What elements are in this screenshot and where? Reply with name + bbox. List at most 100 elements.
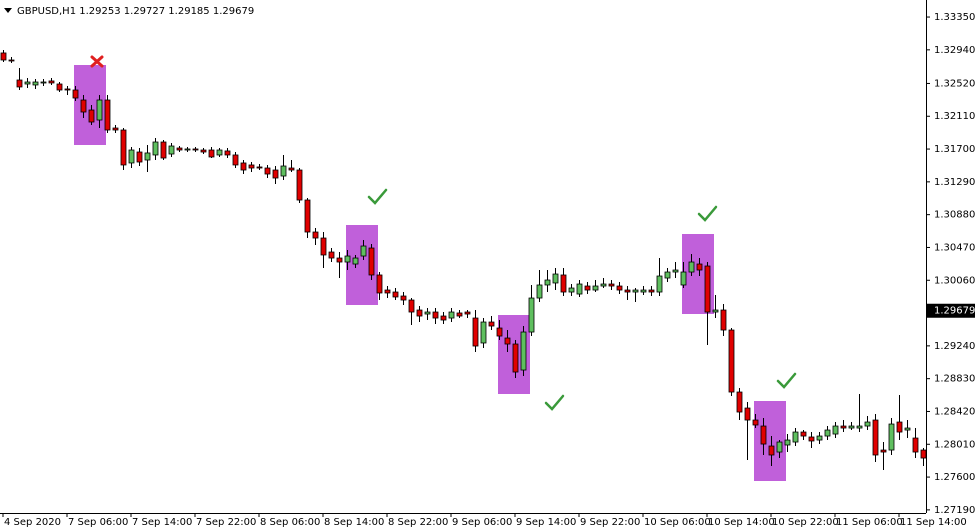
candle-body bbox=[448, 311, 455, 319]
candle-body bbox=[552, 273, 559, 284]
candle-body bbox=[120, 129, 127, 166]
x-tick-label: 10 Sep 14:00 bbox=[708, 517, 775, 528]
candle-body bbox=[744, 407, 751, 421]
candle-body bbox=[64, 88, 71, 91]
candle-body bbox=[80, 99, 87, 113]
y-tick-label: 1.32520 bbox=[934, 78, 975, 89]
candle-body bbox=[456, 312, 463, 317]
x-tick-label: 10 Sep 06:00 bbox=[644, 517, 711, 528]
candles bbox=[0, 50, 927, 471]
candle-body bbox=[184, 148, 191, 151]
candle-body bbox=[384, 289, 391, 294]
candle-body bbox=[584, 285, 591, 291]
y-tick-label: 1.28010 bbox=[934, 439, 975, 450]
x-tick-label: 7 Sep 22:00 bbox=[196, 517, 256, 528]
candle-body bbox=[832, 425, 839, 435]
candle-body bbox=[696, 263, 703, 271]
candle-body bbox=[520, 331, 527, 371]
candle-body bbox=[480, 321, 487, 344]
candle-body bbox=[88, 109, 95, 123]
candle-body bbox=[336, 257, 343, 263]
candle-body bbox=[528, 297, 535, 333]
x-tick-label: 9 Sep 14:00 bbox=[516, 517, 576, 528]
candle-body bbox=[248, 164, 255, 169]
last-price-box bbox=[927, 303, 975, 318]
candle-body bbox=[664, 271, 671, 279]
y-tick-label: 1.29240 bbox=[934, 341, 975, 352]
candle-body bbox=[168, 145, 175, 155]
candle-body bbox=[568, 287, 575, 293]
candle-body bbox=[96, 99, 103, 121]
candle-body bbox=[776, 441, 783, 453]
candle-body bbox=[712, 309, 719, 313]
menu-triangle bbox=[4, 8, 12, 13]
candle-body bbox=[840, 425, 847, 429]
candle-body bbox=[392, 291, 399, 298]
candle-body bbox=[632, 289, 639, 293]
candle-body bbox=[888, 423, 895, 451]
candle-body bbox=[672, 269, 679, 273]
candle-body bbox=[232, 154, 239, 166]
candle-body bbox=[752, 419, 759, 426]
candle-body bbox=[368, 247, 375, 276]
candle-body bbox=[296, 169, 303, 201]
y-tick-label: 1.31700 bbox=[934, 144, 975, 155]
candle-body bbox=[848, 425, 855, 429]
candle-body bbox=[824, 429, 831, 437]
signs bbox=[90, 55, 797, 411]
candle-body bbox=[472, 317, 479, 347]
y-tick-label: 1.27190 bbox=[934, 505, 975, 516]
check-mark bbox=[697, 205, 718, 222]
x-tick-label: 4 Sep 2020 bbox=[4, 517, 61, 528]
candle-body bbox=[208, 149, 215, 158]
candle-body bbox=[344, 255, 351, 263]
candle-body bbox=[608, 283, 615, 287]
candle-body bbox=[464, 311, 471, 315]
candle-body bbox=[736, 391, 743, 413]
y-tick-label: 1.32940 bbox=[934, 45, 975, 56]
candle-body bbox=[432, 311, 439, 319]
candle-body bbox=[424, 311, 431, 315]
candle-body bbox=[264, 167, 271, 175]
candle-body bbox=[216, 149, 223, 156]
candle-body bbox=[48, 80, 55, 84]
candle-body bbox=[192, 148, 199, 151]
candle-body bbox=[816, 435, 823, 441]
candle-body bbox=[864, 421, 871, 427]
candle-body bbox=[176, 147, 183, 151]
y-tick-label: 1.30880 bbox=[934, 210, 975, 221]
candle-body bbox=[784, 439, 791, 446]
candle-body bbox=[800, 431, 807, 437]
candle-body bbox=[792, 431, 799, 443]
y-tick-label: 1.31290 bbox=[934, 177, 975, 188]
x-tick-label: 11 Sep 06:00 bbox=[836, 517, 903, 528]
candle-body bbox=[648, 289, 655, 293]
candle-body bbox=[136, 151, 143, 163]
candle-body bbox=[440, 315, 447, 321]
candle-body bbox=[640, 289, 647, 293]
candle-body bbox=[688, 261, 695, 273]
x-tick-label: 10 Sep 22:00 bbox=[772, 517, 839, 528]
x-tick-label: 8 Sep 14:00 bbox=[324, 517, 384, 528]
y-tick-label: 1.30470 bbox=[934, 242, 975, 253]
y-tick-label: 1.33350 bbox=[934, 12, 975, 23]
candle-body bbox=[896, 421, 903, 433]
candle-body bbox=[616, 285, 623, 291]
y-tick-label: 1.28420 bbox=[934, 406, 975, 417]
candle-body bbox=[8, 59, 15, 62]
last-price-label: 1.29679 bbox=[934, 306, 975, 317]
candle-body bbox=[304, 199, 311, 233]
candle-body bbox=[808, 436, 815, 442]
candle-body bbox=[720, 309, 727, 331]
candle-body bbox=[512, 343, 519, 373]
candle-body bbox=[728, 329, 735, 393]
candle-body bbox=[128, 149, 135, 164]
candle-body bbox=[240, 162, 247, 171]
candle-body bbox=[872, 419, 879, 456]
candle-body bbox=[32, 81, 39, 86]
candle-body bbox=[376, 274, 383, 294]
candle-body bbox=[416, 309, 423, 317]
candle-body bbox=[312, 231, 319, 239]
cross-mark bbox=[90, 55, 104, 68]
candle-body bbox=[280, 165, 287, 177]
